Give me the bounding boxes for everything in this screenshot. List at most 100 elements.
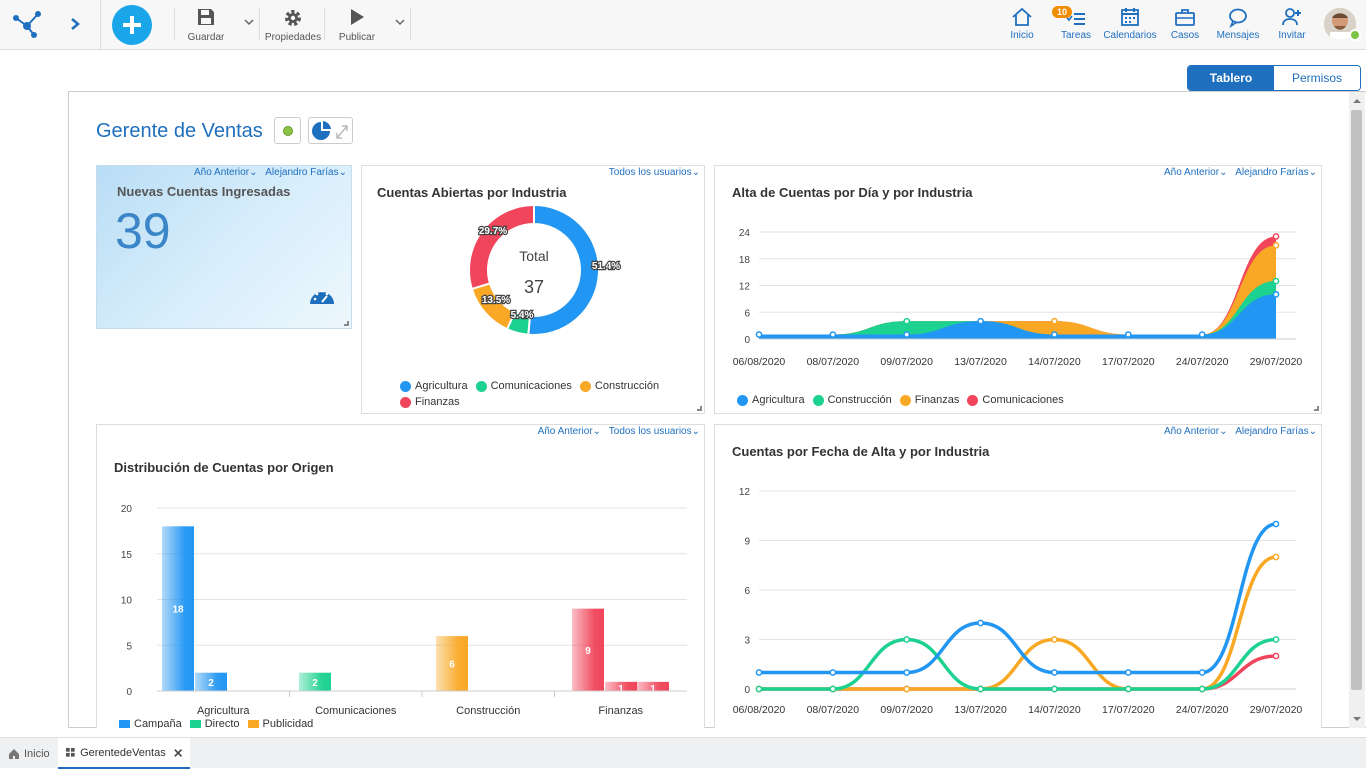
chevron-right-icon [71, 18, 80, 30]
chart-options-button[interactable] [308, 117, 353, 144]
data-point [1124, 685, 1132, 693]
y-tick-label: 20 [121, 504, 133, 515]
top-toolbar: Guardar Propiedades Publicar Inicio Tare… [0, 0, 1366, 50]
legend-item[interactable]: Campaña [119, 718, 182, 728]
data-point [755, 669, 763, 676]
play-icon [351, 9, 364, 25]
legend-item[interactable]: Directo [189, 718, 240, 728]
filter-user-dropdown[interactable]: Todos los usuarios⌄ [608, 167, 700, 178]
kpi-filters: Año Anterior⌄ Alejandro Farías⌄ [189, 167, 347, 178]
legend-item[interactable]: Comunicaciones [967, 394, 1064, 406]
publish-button[interactable]: Publicar [334, 8, 380, 43]
filter-period-label: Año Anterior [537, 426, 593, 437]
legend-swatch [475, 381, 487, 392]
save-dropdown-button[interactable] [243, 14, 255, 32]
legend-label: Publicidad [262, 718, 314, 728]
bar-value-label: 6 [449, 660, 455, 671]
vertical-scrollbar[interactable] [1349, 92, 1365, 728]
data-point [1051, 331, 1058, 338]
bar [605, 681, 637, 691]
scroll-up-icon[interactable] [1349, 94, 1365, 108]
filter-user-dropdown[interactable]: Alejandro Farías⌄ [265, 167, 347, 178]
save-icon [198, 9, 214, 25]
tab-tablero[interactable]: Tablero [1188, 66, 1274, 90]
tab-permisos[interactable]: Permisos [1274, 66, 1360, 90]
filter-user-label: Alejandro Farías [265, 167, 339, 178]
scroll-down-icon[interactable] [1349, 712, 1365, 726]
donut-legend: Agricultura Comunicaciones Construcción Fin… [400, 380, 680, 412]
logo-icon [13, 11, 41, 38]
data-point [1272, 277, 1280, 285]
bar [162, 526, 194, 691]
app-logo[interactable] [12, 10, 42, 43]
data-point [977, 619, 984, 627]
filter-period-dropdown[interactable]: Año Anterior⌄ [537, 426, 601, 437]
donut-center-label: Total [519, 248, 549, 264]
donut-center-value: 37 [524, 277, 544, 297]
x-tick-label: 13/07/2020 [954, 704, 1007, 716]
nav-cases[interactable]: Casos [1168, 6, 1202, 41]
properties-button[interactable]: Propiedades [262, 8, 324, 43]
filter-user-dropdown[interactable]: Alejandro Farías⌄ [1235, 167, 1317, 178]
legend-item[interactable]: Publicidad [247, 718, 314, 728]
legend-item[interactable]: Construcción [812, 394, 892, 406]
donut-filters: Todos los usuarios⌄ [604, 167, 700, 178]
data-point [1272, 520, 1280, 528]
donut-slice [470, 282, 517, 331]
close-icon[interactable] [173, 748, 182, 758]
data-point [829, 331, 837, 338]
legend-item[interactable]: Agricultura [400, 380, 468, 393]
legend-item[interactable]: Agricultura [737, 394, 805, 406]
resize-handle[interactable] [344, 321, 349, 326]
pie-chart-icon [312, 121, 348, 140]
filter-user-label: Todos los usuarios [608, 167, 692, 178]
filter-user-label: Alejandro Farías [1235, 167, 1309, 178]
legend-item[interactable]: Finanzas [400, 396, 460, 409]
filter-period-dropdown[interactable]: Año Anterior⌄ [1164, 167, 1228, 178]
bar-title: Distribución de Cuentas por Origen [114, 460, 334, 475]
resize-handle[interactable] [1314, 406, 1319, 411]
data-point [1051, 669, 1058, 676]
status-button[interactable] [274, 117, 301, 144]
line-series [759, 522, 1277, 675]
expand-menu-button[interactable] [68, 14, 82, 39]
scrollbar-thumb[interactable] [1351, 110, 1362, 690]
bar-value-label: 1 [650, 684, 656, 695]
nav-invite-label: Invitar [1278, 30, 1306, 41]
filter-user-dropdown[interactable]: Alejandro Farías⌄ [1235, 426, 1317, 437]
legend-swatch [579, 381, 591, 392]
bar-value-label: 1 [618, 684, 624, 695]
data-point [977, 685, 984, 693]
filter-period-dropdown[interactable]: Año Anterior⌄ [194, 167, 258, 178]
filter-period-dropdown[interactable]: Año Anterior⌄ [1164, 426, 1228, 437]
filter-period-label: Año Anterior [1164, 426, 1220, 437]
footer-tab-active[interactable]: GerentedeVentas [58, 738, 190, 769]
legend-item[interactable]: Construcción [579, 380, 659, 393]
x-tick-label: 24/07/2020 [1176, 704, 1229, 716]
nav-home[interactable]: Inicio [1006, 6, 1038, 41]
filter-user-dropdown[interactable]: Todos los usuarios⌄ [608, 426, 700, 437]
add-button[interactable] [112, 5, 152, 45]
chat-bubble-icon [1229, 8, 1247, 28]
x-tick-label: 13/07/2020 [954, 356, 1007, 368]
area-series [759, 245, 1276, 339]
x-tick-label: 29/07/2020 [1250, 704, 1303, 716]
x-tick-label: 17/07/2020 [1102, 704, 1155, 716]
legend-item[interactable]: Finanzas [899, 394, 959, 406]
nav-tasks[interactable]: Tareas 10 [1052, 6, 1094, 41]
nav-messages[interactable]: Mensajes [1214, 6, 1262, 41]
publish-dropdown-button[interactable] [394, 14, 406, 32]
legend-item[interactable]: Comunicaciones [475, 380, 572, 393]
filter-user-label: Alejandro Farías [1235, 426, 1309, 437]
x-category-label: Construcción [456, 705, 520, 717]
save-button[interactable]: Guardar [186, 8, 226, 43]
footer-tab-home[interactable]: Inicio [0, 738, 58, 769]
resize-handle[interactable] [697, 406, 702, 411]
nav-calendars[interactable]: Calendarios [1102, 6, 1158, 41]
bar-value-label: 18 [172, 605, 184, 616]
nav-invite[interactable]: Invitar [1276, 6, 1308, 41]
footer-tab-active-label: GerentedeVentas [80, 746, 166, 759]
legend-swatch [899, 394, 911, 406]
bar-panel: Año Anterior⌄ Todos los usuarios⌄ Distri… [96, 424, 705, 728]
slice-label: 29.7% [479, 226, 507, 237]
